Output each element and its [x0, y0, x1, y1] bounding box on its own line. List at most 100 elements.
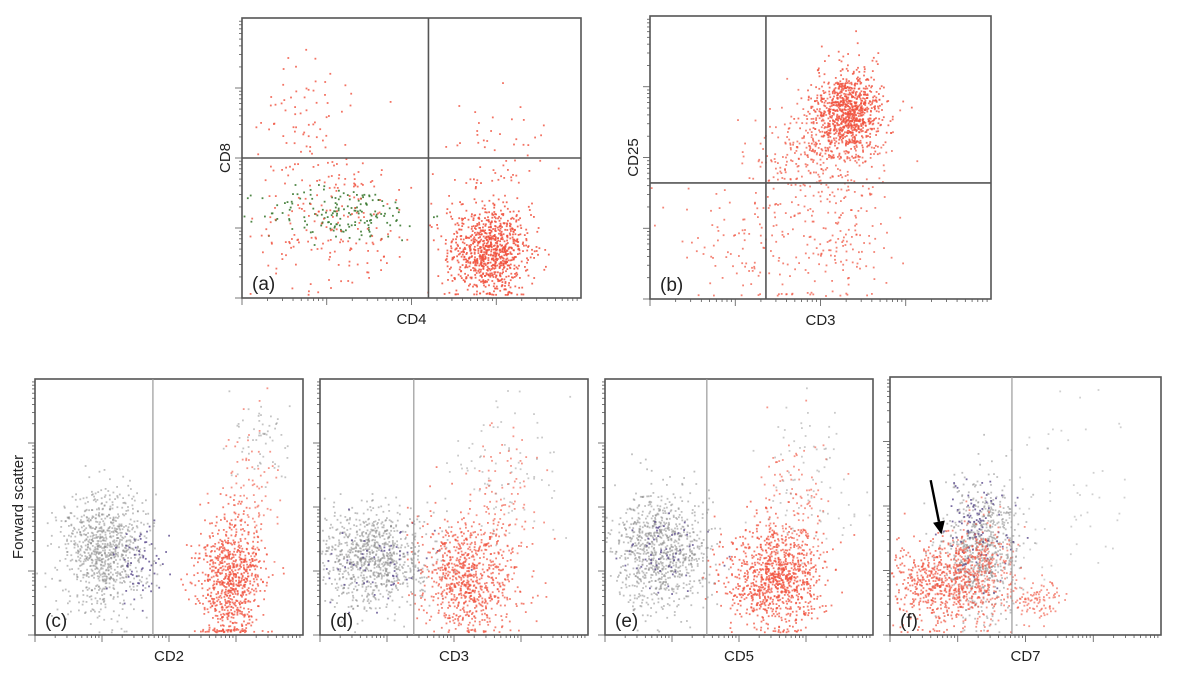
data-point — [238, 425, 240, 428]
data-point — [239, 557, 242, 560]
data-point — [245, 459, 248, 462]
data-point — [476, 285, 478, 288]
data-point — [345, 158, 348, 160]
data-point — [240, 584, 242, 586]
data-point — [846, 129, 849, 132]
data-point — [854, 140, 857, 142]
data-point — [296, 193, 299, 196]
data-point — [832, 123, 835, 126]
data-point — [744, 229, 746, 231]
data-point — [834, 104, 837, 107]
data-point — [217, 559, 220, 561]
data-point — [313, 220, 316, 223]
data-point — [814, 111, 817, 113]
data-point — [516, 240, 519, 243]
data-point — [265, 553, 268, 556]
data-point — [511, 216, 514, 219]
data-point — [353, 185, 355, 188]
data-point — [233, 494, 236, 497]
data-point — [827, 124, 829, 127]
data-point — [103, 564, 106, 567]
data-point — [112, 561, 115, 563]
data-point — [232, 616, 235, 619]
data-point — [847, 143, 849, 145]
data-point — [825, 264, 828, 267]
data-point — [97, 514, 100, 517]
data-point — [527, 274, 530, 277]
data-point — [87, 543, 89, 546]
data-point — [457, 245, 459, 247]
data-point — [234, 621, 236, 624]
data-point — [808, 256, 810, 259]
data-point — [112, 535, 115, 538]
data-point — [858, 95, 861, 98]
data-point — [515, 274, 518, 277]
data-point — [834, 87, 837, 89]
data-point — [776, 172, 779, 175]
data-point — [227, 583, 230, 586]
data-point — [825, 107, 828, 109]
data-point — [112, 551, 115, 554]
data-point — [885, 282, 888, 284]
data-point — [841, 241, 844, 243]
data-point — [812, 210, 814, 213]
data-point — [260, 122, 262, 124]
data-point — [227, 542, 230, 544]
data-point — [137, 546, 139, 548]
data-point — [842, 103, 845, 106]
data-point — [839, 137, 841, 139]
data-point — [259, 461, 261, 464]
data-point — [235, 587, 237, 590]
data-point — [220, 629, 223, 632]
data-point — [517, 234, 520, 236]
data-point — [823, 122, 826, 125]
data-point — [499, 227, 502, 230]
data-point — [230, 472, 233, 474]
data-point — [475, 186, 477, 188]
data-point — [99, 535, 102, 538]
data-point — [227, 502, 230, 505]
data-point — [844, 131, 846, 134]
data-point — [848, 126, 850, 128]
data-point — [235, 579, 237, 582]
data-point — [315, 213, 317, 216]
data-point — [458, 228, 461, 231]
data-point — [239, 631, 242, 633]
data-point — [339, 217, 342, 220]
data-point — [487, 235, 490, 238]
data-point — [483, 230, 485, 233]
data-point — [837, 117, 840, 120]
data-point — [99, 574, 102, 576]
data-point — [83, 525, 85, 527]
data-point — [492, 276, 495, 278]
data-point — [121, 608, 124, 610]
data-point — [337, 264, 340, 266]
data-point — [851, 106, 854, 109]
data-point — [830, 105, 833, 107]
data-point — [717, 230, 720, 232]
data-point — [348, 237, 351, 239]
data-point — [254, 501, 256, 503]
data-point — [810, 121, 813, 124]
data-point — [890, 256, 893, 259]
data-point — [276, 218, 279, 220]
data-point — [493, 211, 496, 213]
data-point — [830, 139, 833, 142]
data-point — [834, 144, 836, 147]
data-point — [367, 226, 370, 229]
data-point — [845, 135, 848, 137]
data-point — [478, 232, 480, 234]
data-point — [208, 630, 210, 633]
data-point — [248, 592, 251, 595]
data-point — [260, 528, 262, 531]
data-point — [361, 194, 364, 197]
data-point — [490, 238, 493, 241]
data-point — [244, 602, 247, 604]
data-point — [686, 208, 688, 211]
data-point — [359, 219, 362, 222]
data-point — [89, 535, 92, 538]
data-point — [487, 274, 490, 276]
data-point — [237, 541, 240, 544]
data-point — [219, 580, 221, 583]
data-point — [489, 254, 492, 257]
